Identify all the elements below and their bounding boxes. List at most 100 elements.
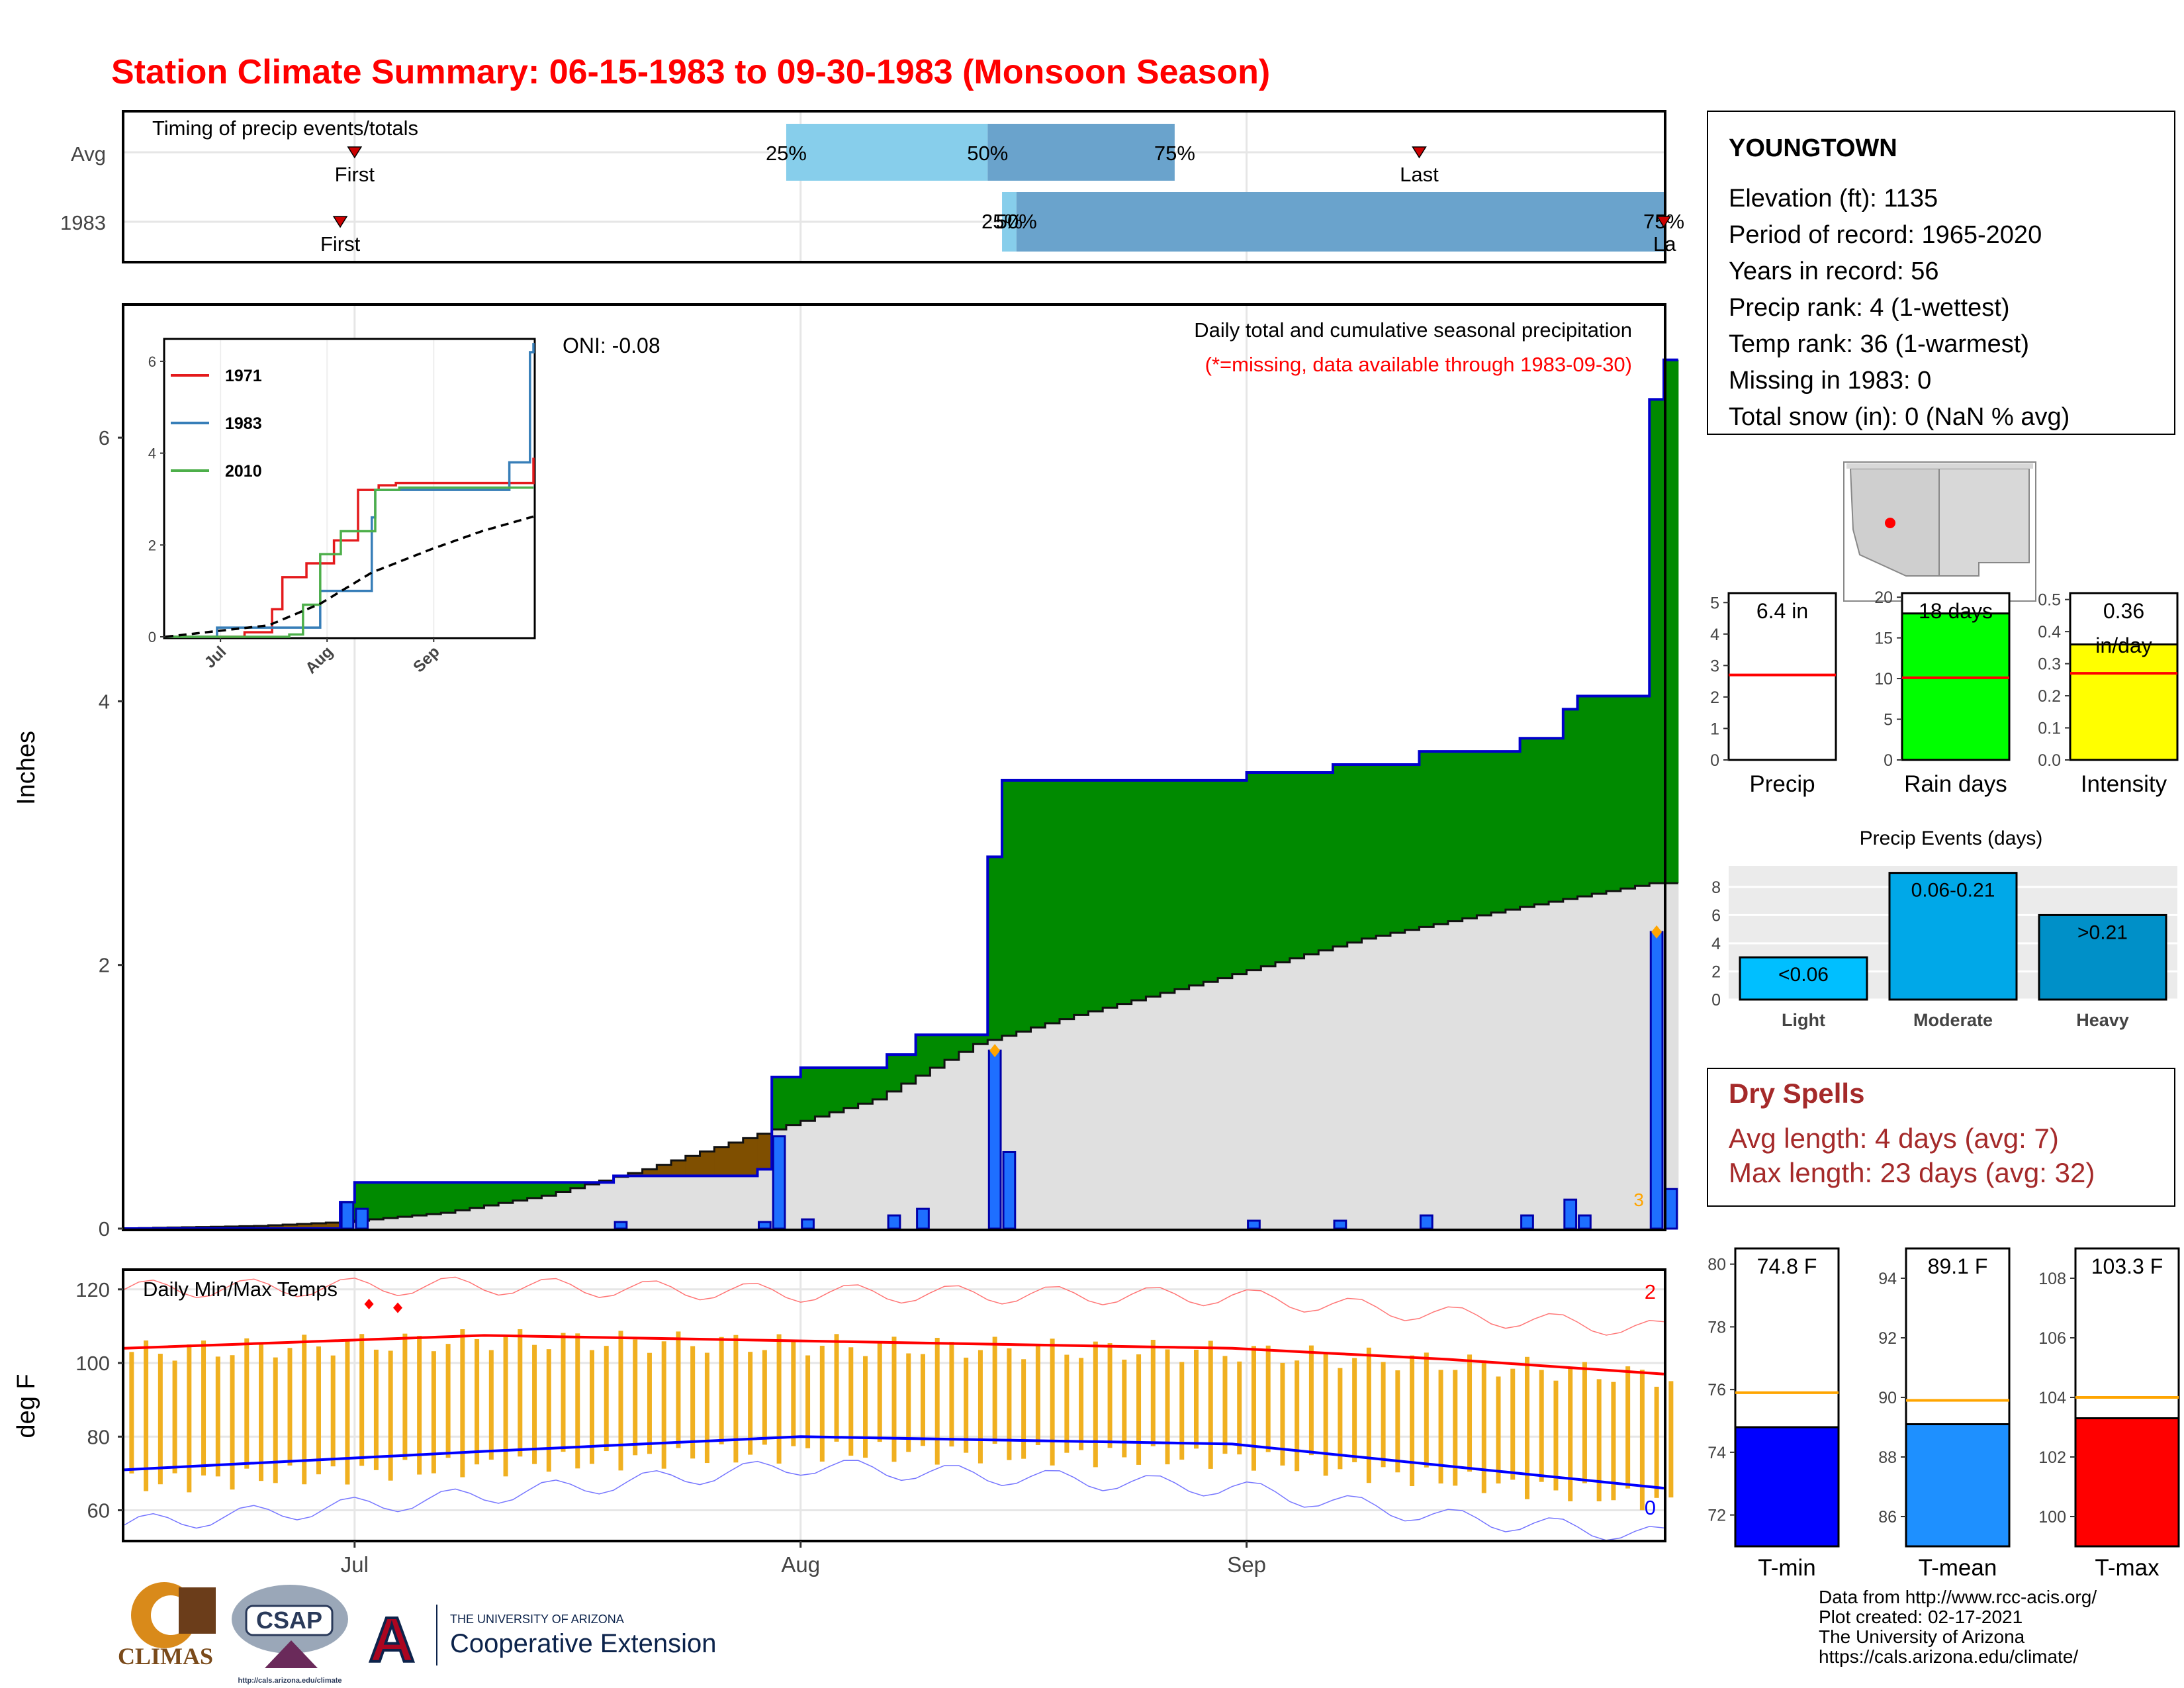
daily-temp-bar-29 xyxy=(546,1349,551,1472)
surplus-area-day-106 xyxy=(1649,399,1664,884)
daily-temp-bar-106 xyxy=(1654,1386,1659,1498)
average-area-day-82 xyxy=(1304,954,1319,1229)
average-area-day-25 xyxy=(484,1205,499,1229)
daily-temp-bar-34 xyxy=(618,1331,623,1471)
tmean-summary-y-tick-label-2: 90 xyxy=(1878,1389,1897,1407)
surplus-area-day-96 xyxy=(1505,751,1521,910)
average-area-day-35 xyxy=(627,1176,643,1229)
credit-plot-date: Plot created: 02-17-2021 xyxy=(1819,1607,2023,1627)
credit-university: The University of Arizona xyxy=(1819,1626,2025,1647)
daily-precip-bar-16 xyxy=(1649,931,1664,1230)
intensity-summary-value-text-0: 0.36 xyxy=(2103,599,2144,623)
surplus-area-day-22 xyxy=(441,1182,456,1213)
daily-temp-bar-61 xyxy=(1007,1348,1012,1460)
daily-temp-bar-84 xyxy=(1338,1368,1343,1470)
daily-temp-bar-79 xyxy=(1265,1345,1271,1452)
average-area-day-95 xyxy=(1491,912,1506,1229)
tmax-summary-label: T-max xyxy=(2095,1555,2160,1581)
average-area-day-87 xyxy=(1376,935,1391,1229)
daily-temp-bar-97 xyxy=(1524,1356,1529,1499)
precip-events-bar-moderate xyxy=(1888,872,2018,1001)
surplus-area-day-68 xyxy=(1103,780,1118,1008)
station-info-frame xyxy=(1707,111,2175,435)
daily-temp-bar-92 xyxy=(1453,1370,1458,1486)
daily-temp-bar-89 xyxy=(1410,1355,1415,1487)
average-area-day-36 xyxy=(642,1176,657,1229)
surplus-area-day-81 xyxy=(1289,772,1305,959)
daily-temp-bar-76 xyxy=(1222,1356,1228,1454)
surplus-area-day-45 xyxy=(772,1076,787,1130)
average-area-day-64 xyxy=(1045,1023,1060,1229)
intensity-summary-y-tick-label-3: 0.3 xyxy=(2038,655,2061,674)
record-min-temp-line xyxy=(124,1460,1664,1541)
average-area-day-38 xyxy=(671,1176,686,1229)
daily-temp-bar-41 xyxy=(719,1336,724,1444)
rain-days-summary-value-text-0: 18 days xyxy=(1919,599,1993,623)
average-area-day-29 xyxy=(541,1196,557,1229)
climas-logo-mesa-icon xyxy=(179,1587,216,1634)
station-precip-rank: Precip rank: 4 (1-wettest) xyxy=(1729,294,2009,322)
surplus-area-day-18 xyxy=(383,1182,398,1219)
deficit-area-day-14 xyxy=(326,1223,341,1229)
daily-temp-bar-18 xyxy=(388,1350,393,1481)
precip-events-title: Precip Events (days) xyxy=(1860,827,2043,849)
surplus-area-day-87 xyxy=(1376,765,1391,936)
surplus-area-day-26 xyxy=(498,1182,514,1203)
surplus-area-day-94 xyxy=(1477,751,1492,915)
average-area-day-32 xyxy=(584,1184,600,1229)
precip-summary-y-tick-label-3: 3 xyxy=(1710,657,1719,675)
average-area-day-34 xyxy=(614,1176,629,1229)
intensity-summary-value-bar xyxy=(2069,643,2179,761)
surplus-area-day-51 xyxy=(858,1068,873,1104)
daily-temp-bar-44 xyxy=(762,1350,767,1445)
timing-panel-title: Timing of precip events/totals xyxy=(152,117,418,140)
cumulative-average-line xyxy=(124,882,1678,1230)
daily-precip-bar-7 xyxy=(916,1207,930,1230)
average-area-day-53 xyxy=(887,1091,902,1229)
daily-temp-bar-105 xyxy=(1639,1370,1645,1511)
deficit-area-day-41 xyxy=(714,1147,729,1176)
dry-spells-box: Dry Spells Avg length: 4 days (avg: 7) M… xyxy=(1707,1068,2175,1207)
average-area-day-98 xyxy=(1534,904,1549,1229)
record-high-marker-1 xyxy=(393,1302,403,1313)
surplus-area-day-76 xyxy=(1218,780,1233,978)
ua-logo-letter: A xyxy=(369,1605,414,1675)
average-area-day-49 xyxy=(829,1112,844,1229)
daily-temp-bar-81 xyxy=(1295,1360,1300,1472)
deficit-area-day-39 xyxy=(685,1156,701,1176)
average-area-day-73 xyxy=(1174,989,1190,1229)
deficit-area-day-38 xyxy=(671,1160,686,1176)
precip-y-tick-label-3: 6 xyxy=(99,426,110,449)
temp-y-tick-label-0: 60 xyxy=(87,1499,110,1523)
daily-temp-bar-102 xyxy=(1596,1379,1602,1502)
tmean-summary-y-tick-label-3: 92 xyxy=(1878,1329,1897,1348)
surplus-area-day-56 xyxy=(930,1035,945,1068)
surplus-area-day-83 xyxy=(1318,772,1334,951)
daily-temp-bar-85 xyxy=(1352,1358,1357,1462)
tmean-summary-y-tick-label-0: 86 xyxy=(1878,1508,1897,1526)
daily-temp-bar-90 xyxy=(1424,1352,1429,1468)
rain-days-summary-value-bar xyxy=(1901,612,2011,761)
daily-temp-bar-25 xyxy=(488,1350,494,1460)
timing-year-q1-bar xyxy=(1002,192,1017,252)
average-area-day-59 xyxy=(973,1044,988,1229)
station-location-map xyxy=(1843,461,2036,602)
surplus-area-day-93 xyxy=(1462,751,1478,919)
daily-temp-bar-1 xyxy=(144,1340,149,1491)
intensity-summary-y-tick-label-5: 0.5 xyxy=(2038,591,2061,610)
daily-temp-bar-83 xyxy=(1323,1353,1328,1476)
precip-panel-border xyxy=(122,303,1666,1231)
temp-panel: 60 80 100 120 deg F Daily Min/Max Temps 2 0… xyxy=(13,1268,1674,1577)
daily-temp-bar-20 xyxy=(417,1335,422,1475)
daily-temp-bar-33 xyxy=(604,1346,609,1452)
station-temp-rank: Temp rank: 36 (1-warmest) xyxy=(1729,330,2029,358)
surplus-area-day-23 xyxy=(455,1182,471,1211)
average-area-day-56 xyxy=(930,1068,945,1229)
timing-avg-last-marker-icon xyxy=(1412,146,1427,159)
daily-temp-bar-98 xyxy=(1539,1370,1544,1482)
average-area-day-46 xyxy=(786,1125,801,1229)
inset-legend-label-2010: 2010 xyxy=(225,462,262,481)
timing-year-q2-bar xyxy=(1016,192,1664,252)
daily-temp-bar-21 xyxy=(431,1351,436,1474)
average-area-day-89 xyxy=(1404,929,1420,1229)
